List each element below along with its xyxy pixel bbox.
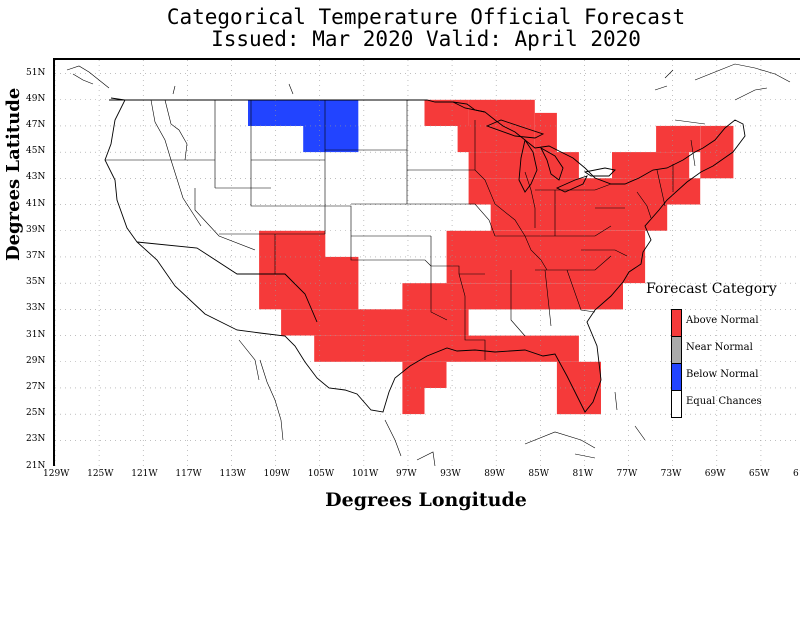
y-axis-label: Degrees Latitude <box>3 87 24 261</box>
y-tick-label: 37N <box>26 250 46 261</box>
x-tick-label: 77W <box>616 469 638 479</box>
x-tick-label: 109W <box>263 469 291 479</box>
y-tick-label: 25N <box>26 408 46 419</box>
x-axis-label: Degrees Longitude <box>325 489 527 511</box>
x-tick-label: 73W <box>660 469 682 479</box>
forecast-cell-above <box>468 99 535 126</box>
y-tick-label: 45N <box>26 146 46 157</box>
x-tick-label: 65W <box>748 469 770 479</box>
y-tick-label: 43N <box>26 172 46 183</box>
x-tick-label: 121W <box>131 469 158 479</box>
y-tick-label: 33N <box>26 303 46 314</box>
x-tick-label: 93W <box>440 469 461 479</box>
great-lakes <box>485 119 616 193</box>
forecast-cell-above <box>446 230 646 257</box>
map-panel <box>53 58 800 466</box>
y-tick-label: 23N <box>26 434 46 445</box>
y-tick-label: 49N <box>26 93 46 104</box>
x-tick-label: 97W <box>395 469 417 479</box>
x-tick-label: 61W <box>793 469 800 479</box>
x-tick-label: 69W <box>704 469 726 479</box>
x-tick-label: 81W <box>572 469 594 479</box>
forecast-cell-above <box>468 152 579 179</box>
forecast-cell-above <box>534 112 557 153</box>
forecast-cell-above <box>259 230 326 257</box>
state-borders <box>105 99 696 360</box>
y-tick-label: 27N <box>26 381 46 392</box>
canada-border <box>109 99 486 113</box>
y-tick-label: 31N <box>26 329 46 340</box>
legend-label-below: Below Normal <box>686 369 759 380</box>
forecast-cell-above <box>281 309 469 336</box>
y-tick-label: 39N <box>26 224 46 235</box>
legend-swatch-above <box>671 309 682 337</box>
forecast-cell-above <box>490 204 668 231</box>
legend-label-near: Near Normal <box>686 342 753 353</box>
map-borders <box>66 63 791 466</box>
legend-label-above: Above Normal <box>686 315 759 326</box>
legend-swatch-near <box>671 336 682 364</box>
y-tick-label: 21N <box>26 460 46 471</box>
forecast-cell-above <box>656 125 701 153</box>
legend-title: Forecast Category <box>646 281 777 297</box>
coast-details <box>66 63 791 466</box>
x-tick-label: 89W <box>484 469 505 479</box>
y-tick-label: 41N <box>26 198 46 209</box>
y-tick-label: 47N <box>26 119 46 130</box>
forecast-cell-below <box>248 99 359 126</box>
forecast-cell-above <box>402 361 447 388</box>
y-tick-label: 35N <box>26 277 46 288</box>
x-tick-label: 125W <box>87 469 114 479</box>
mexico-border <box>136 241 318 323</box>
x-tick-label: 113W <box>219 469 246 479</box>
x-tick-label: 129W <box>43 469 70 479</box>
forecast-cell-above <box>612 152 690 179</box>
legend: Forecast Category Above Normal Near Norm… <box>641 281 800 418</box>
forecast-cell-above <box>402 387 425 415</box>
legend-swatch-below <box>671 363 682 391</box>
x-tick-label: 105W <box>307 469 335 479</box>
y-tick-label: 51N <box>26 67 46 78</box>
forecast-cell-above <box>314 335 579 362</box>
legend-swatch-equal <box>671 390 682 418</box>
forecast-cell-above <box>259 256 359 310</box>
legend-label-equal: Equal Chances <box>686 396 762 407</box>
forecast-cell-above <box>424 99 469 126</box>
forecast-cell-above <box>402 283 623 310</box>
x-tick-label: 101W <box>351 469 379 479</box>
map-subtitle: Issued: Mar 2020 Valid: April 2020 <box>211 27 641 51</box>
y-tick-label: 29N <box>26 355 46 366</box>
forecast-cell-below <box>303 125 359 153</box>
us-outline <box>104 97 746 413</box>
x-tick-label: 117W <box>175 469 202 479</box>
forecast-map <box>55 60 800 466</box>
map-title: Categorical Temperature Official Forecas… <box>166 5 686 29</box>
x-tick-label: 85W <box>528 469 550 479</box>
